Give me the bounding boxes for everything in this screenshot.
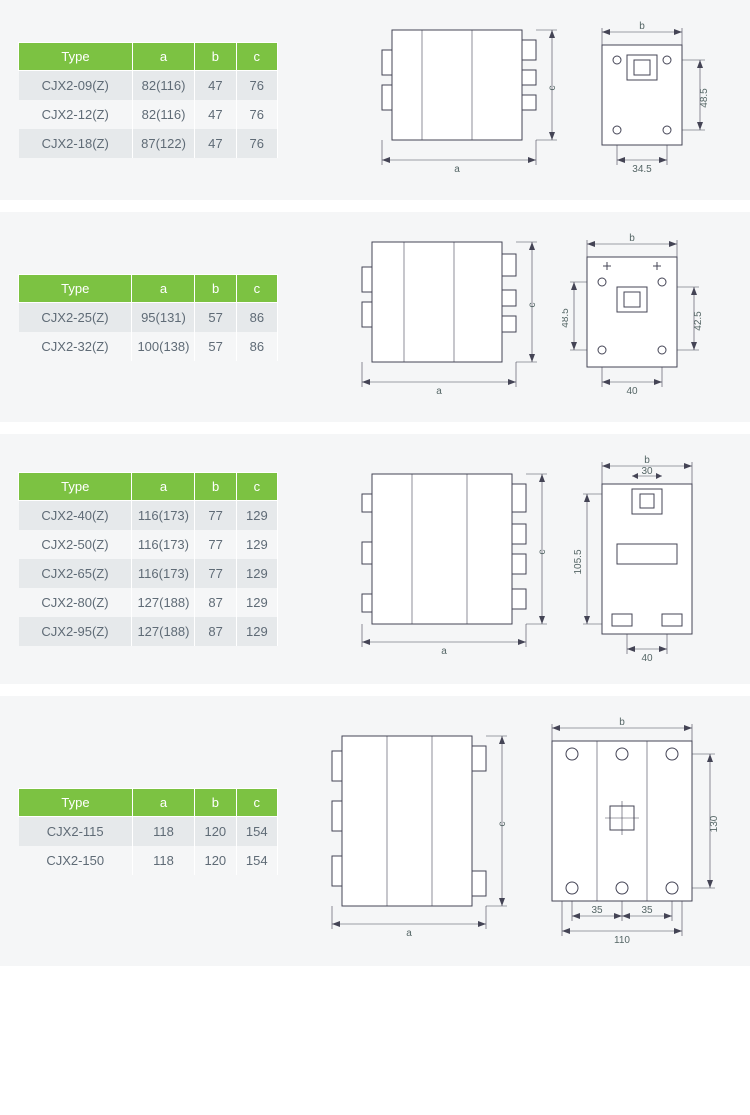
panel-1: Type a b c CJX2-09(Z)82(116)4776 CJX2-12… — [0, 0, 750, 200]
svg-text:40: 40 — [626, 386, 638, 397]
th-b: b — [195, 43, 236, 71]
svg-text:c: c — [527, 303, 538, 308]
svg-text:c: c — [537, 550, 548, 555]
svg-text:b: b — [619, 717, 625, 728]
svg-text:a: a — [406, 928, 412, 939]
diagram-group-4: a c b — [308, 716, 732, 946]
panel-4: Type a b c CJX2-115118120154 CJX2-150118… — [0, 696, 750, 966]
svg-text:b: b — [644, 455, 650, 466]
svg-text:a: a — [454, 164, 460, 175]
table-row: CJX2-09(Z)82(116)4776 — [19, 71, 278, 101]
table-row: CJX2-18(Z)87(122)4776 — [19, 129, 278, 158]
svg-text:a: a — [441, 646, 447, 657]
panel-2: Type a b c CJX2-25(Z)95(131)5786 CJX2-32… — [0, 212, 750, 422]
panel-3: Type a b c CJX2-40(Z)116(173)77129 CJX2-… — [0, 434, 750, 684]
table-row: CJX2-32(Z)100(138)5786 — [19, 332, 278, 361]
spec-table-3: Type a b c CJX2-40(Z)116(173)77129 CJX2-… — [18, 472, 278, 646]
svg-text:34.5: 34.5 — [632, 164, 652, 175]
table-row: CJX2-25(Z)95(131)5786 — [19, 302, 278, 332]
svg-text:48.5: 48.5 — [562, 308, 571, 328]
svg-text:105.5: 105.5 — [573, 549, 584, 574]
spec-table-2: Type a b c CJX2-25(Z)95(131)5786 CJX2-32… — [18, 274, 278, 361]
svg-text:30: 30 — [641, 466, 653, 477]
table-row: CJX2-50(Z)116(173)77129 — [19, 530, 278, 559]
diagram-group-2: a c b — [308, 232, 732, 402]
svg-text:b: b — [629, 233, 635, 244]
svg-text:40: 40 — [641, 653, 653, 664]
svg-text:b: b — [639, 21, 645, 32]
svg-text:35: 35 — [591, 905, 603, 916]
svg-text:48.5: 48.5 — [699, 88, 710, 108]
svg-text:c: c — [497, 822, 508, 827]
diagram-group-1: a c b — [308, 20, 732, 180]
th-a: a — [132, 43, 194, 71]
th-type: Type — [19, 43, 133, 71]
diagram-group-3: a c b 30 — [308, 454, 732, 664]
svg-text:42.5: 42.5 — [693, 311, 704, 331]
table-row: CJX2-12(Z)82(116)4776 — [19, 100, 278, 129]
front-view-2: b 48.5 42.5 40 — [562, 232, 732, 402]
side-view-2: a c — [342, 232, 542, 402]
svg-text:c: c — [547, 86, 558, 91]
spec-table-4: Type a b c CJX2-115118120154 CJX2-150118… — [18, 788, 278, 875]
th-c: c — [236, 43, 277, 71]
front-view-4: b 130 35 35 110 — [532, 716, 732, 946]
table-row: CJX2-65(Z)116(173)77129 — [19, 559, 278, 588]
table-row: CJX2-80(Z)127(188)87129 — [19, 588, 278, 617]
table-row: CJX2-115118120154 — [19, 816, 278, 846]
svg-text:130: 130 — [709, 815, 720, 832]
table-row: CJX2-40(Z)116(173)77129 — [19, 501, 278, 531]
side-view-4: a c — [312, 726, 512, 946]
front-view-3: b 30 105.5 40 — [572, 454, 732, 664]
spec-table-1: Type a b c CJX2-09(Z)82(116)4776 CJX2-12… — [18, 42, 278, 158]
side-view-1: a c — [362, 20, 562, 180]
svg-text:35: 35 — [641, 905, 653, 916]
front-view-1: b 34.5 48.5 — [582, 20, 732, 180]
svg-text:a: a — [436, 386, 442, 397]
svg-text:110: 110 — [614, 935, 630, 946]
table-row: CJX2-150118120154 — [19, 846, 278, 875]
side-view-3: a c — [342, 464, 552, 664]
table-row: CJX2-95(Z)127(188)87129 — [19, 617, 278, 646]
